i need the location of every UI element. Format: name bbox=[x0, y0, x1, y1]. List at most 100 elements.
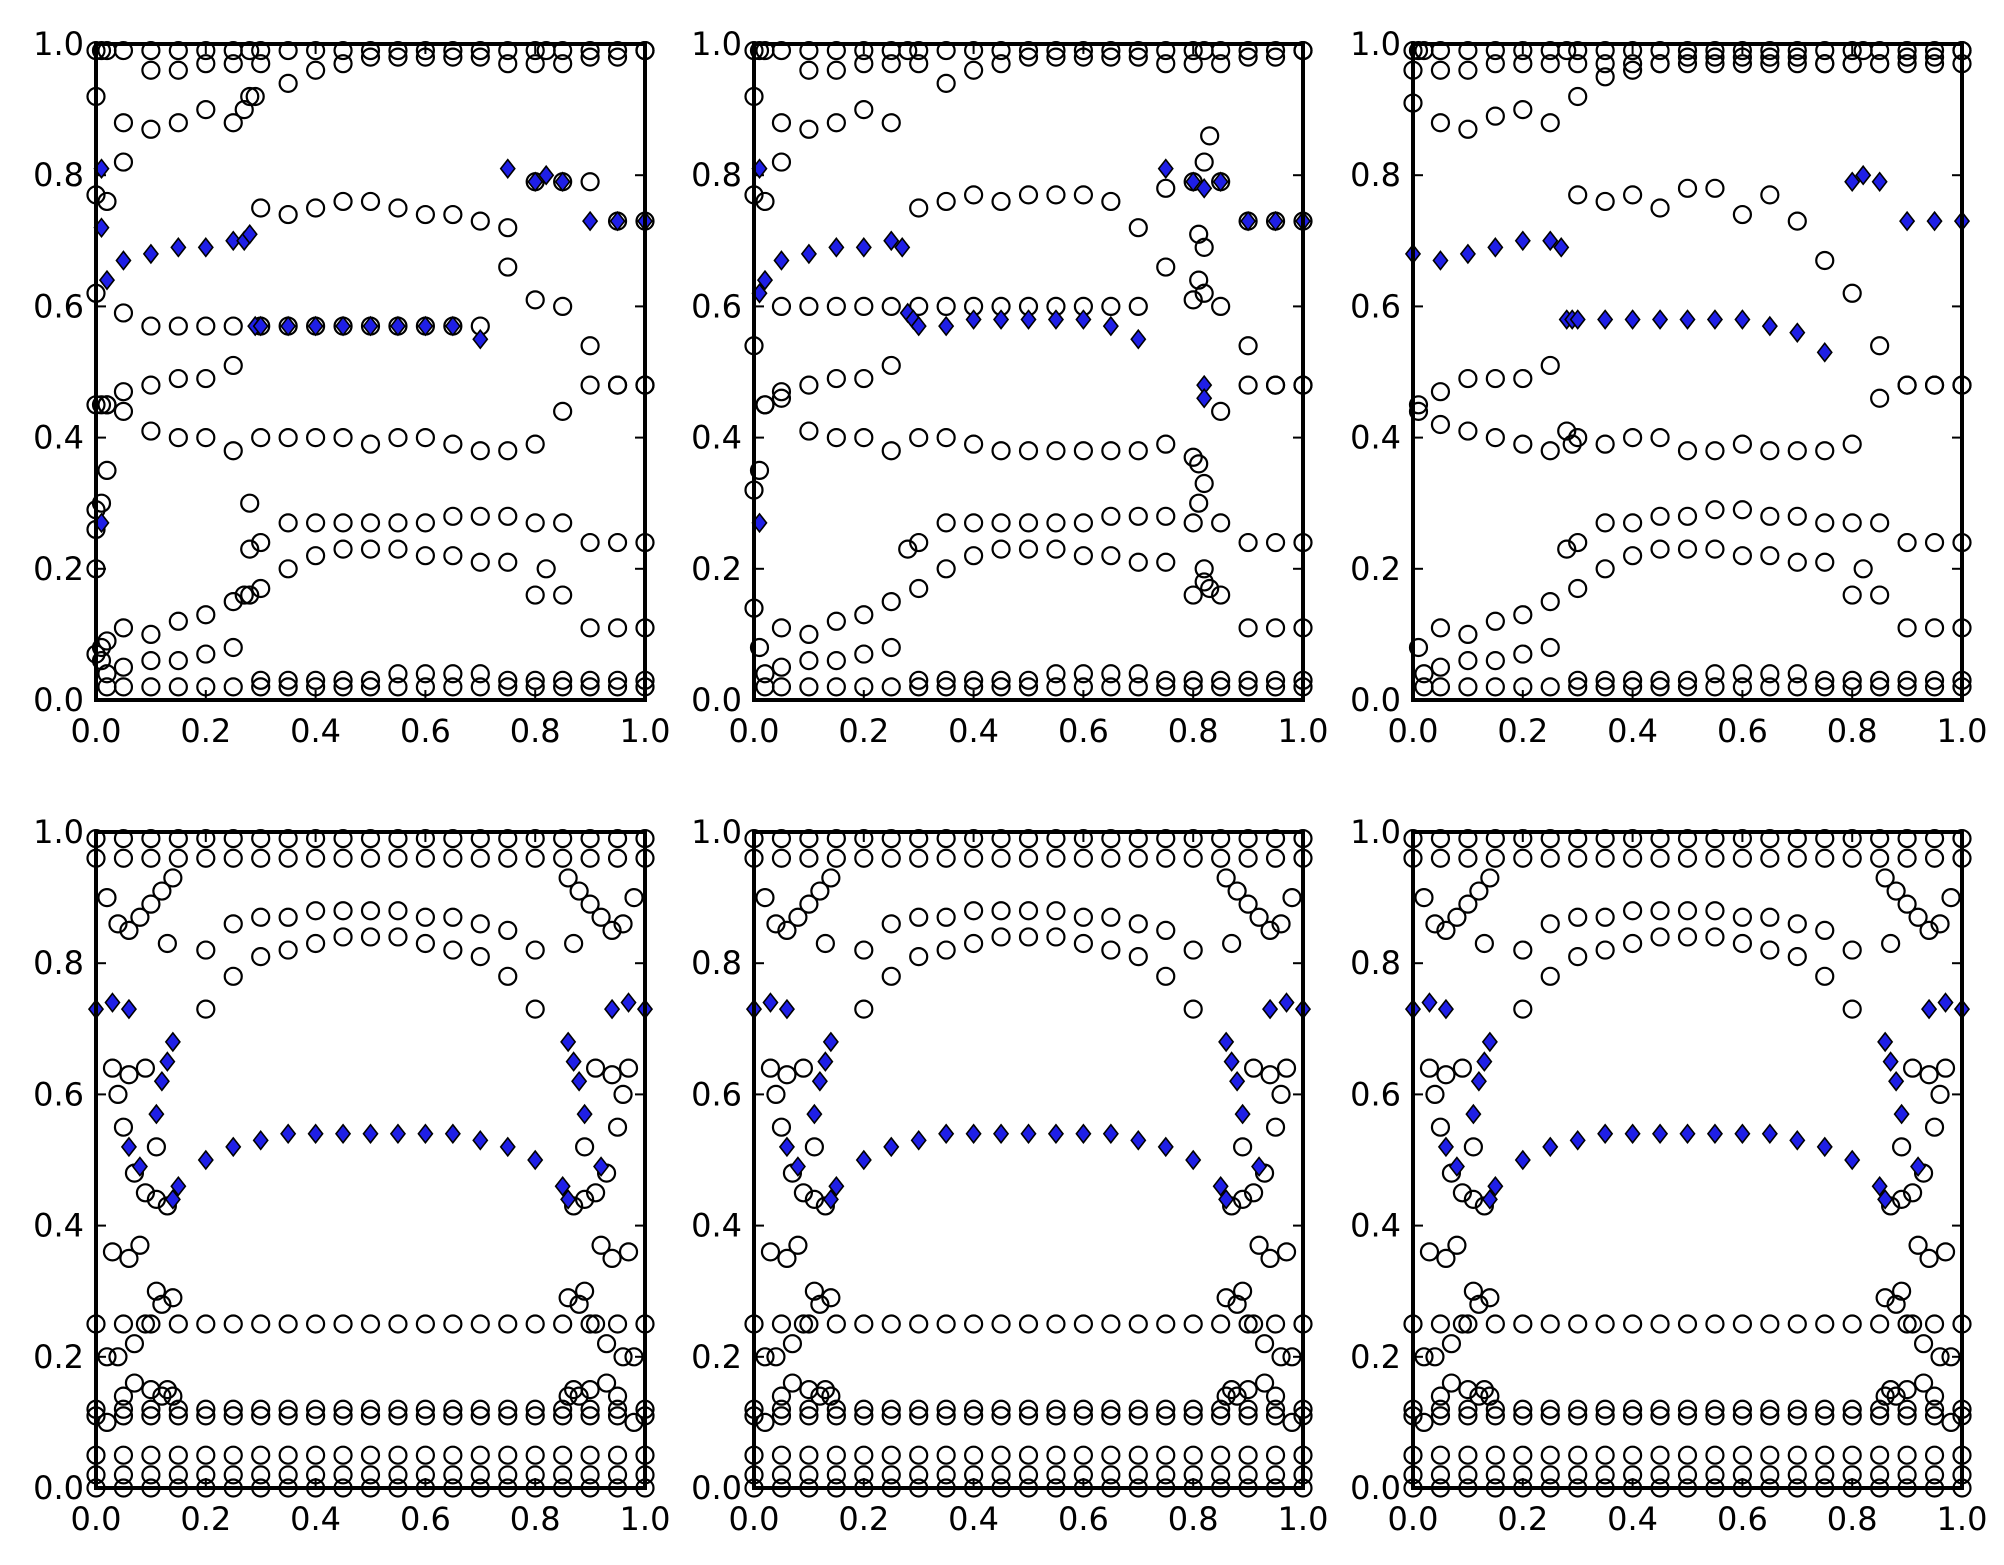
circle-point bbox=[196, 677, 216, 697]
circle-point bbox=[1881, 933, 1901, 954]
circle-point bbox=[1469, 1386, 1489, 1406]
circle-point bbox=[585, 1314, 606, 1334]
circle-point bbox=[1622, 513, 1643, 533]
circle-point bbox=[777, 920, 797, 941]
diamond-point bbox=[1075, 1123, 1092, 1145]
circle-point bbox=[1787, 1445, 1807, 1465]
diamond-point bbox=[883, 1136, 900, 1158]
circle-point bbox=[163, 1386, 183, 1406]
circle-point bbox=[1485, 106, 1505, 126]
diamond-point bbox=[910, 315, 927, 337]
circle-point bbox=[415, 1465, 435, 1485]
circle-point bbox=[141, 894, 161, 914]
circle-point bbox=[596, 1334, 617, 1354]
y-tick-label: 0.2 bbox=[33, 550, 84, 588]
diamond-point bbox=[565, 1051, 582, 1072]
circle-point bbox=[580, 1465, 600, 1485]
circle-point bbox=[223, 848, 243, 868]
diamond-point bbox=[560, 1031, 577, 1053]
circle-point bbox=[443, 1465, 463, 1485]
circle-point bbox=[1474, 933, 1494, 954]
circle-point bbox=[1018, 1465, 1039, 1485]
circle-point bbox=[881, 966, 901, 986]
diamond-point bbox=[1185, 1149, 1202, 1171]
circle-point bbox=[1238, 1406, 1258, 1426]
circle-point bbox=[1815, 54, 1835, 74]
circle-point bbox=[113, 1314, 134, 1334]
circle-point bbox=[498, 848, 518, 868]
circle-point bbox=[898, 539, 918, 559]
circle-point bbox=[1513, 1465, 1533, 1485]
diamond-point bbox=[1652, 1123, 1669, 1145]
circle-point bbox=[498, 506, 518, 526]
chart-panel-5: 0.0 0.2 0.4 0.6 0.8 1.0 0.0 0.2 0.4 0.6 0.8 1.0 bbox=[691, 813, 1328, 1538]
diamond-point bbox=[472, 328, 489, 350]
y-tick-label: 1.0 bbox=[33, 813, 84, 851]
x-tick-label: 0.2 bbox=[1497, 1500, 1548, 1538]
circle-point bbox=[1189, 454, 1209, 474]
circle-point bbox=[360, 670, 381, 690]
circle-point bbox=[607, 47, 628, 67]
circle-point bbox=[470, 1445, 490, 1465]
circle-point bbox=[1430, 677, 1451, 697]
circle-point bbox=[1189, 270, 1209, 290]
circle-point bbox=[909, 1399, 929, 1419]
circle-point bbox=[1513, 434, 1533, 454]
circle-point bbox=[498, 1445, 518, 1465]
circle-point bbox=[854, 677, 874, 697]
diamond-point bbox=[1229, 1070, 1246, 1092]
circle-point bbox=[360, 848, 381, 868]
circle-point bbox=[580, 172, 600, 192]
circle-point bbox=[766, 1084, 786, 1105]
circle-point bbox=[1408, 637, 1429, 658]
circle-point bbox=[1447, 907, 1467, 927]
circle-point bbox=[1930, 1347, 1950, 1367]
circle-point bbox=[1101, 1406, 1121, 1426]
circle-point bbox=[333, 539, 353, 559]
circle-point bbox=[591, 907, 611, 927]
circle-point bbox=[1233, 1137, 1253, 1157]
circle-point bbox=[607, 1117, 628, 1137]
circle-point bbox=[251, 677, 271, 697]
circle-point bbox=[1265, 848, 1286, 868]
circle-point bbox=[553, 54, 573, 74]
circle-point bbox=[251, 670, 271, 690]
circle-point bbox=[1282, 1412, 1302, 1433]
y-tick-label: 0.4 bbox=[691, 419, 742, 457]
circle-point bbox=[97, 191, 117, 212]
circle-point bbox=[415, 1406, 435, 1426]
circle-point bbox=[1595, 677, 1615, 697]
circle-point bbox=[1650, 901, 1670, 921]
diamond-point bbox=[1432, 250, 1449, 271]
x-tick-label: 0.6 bbox=[1058, 712, 1109, 750]
circle-point bbox=[1557, 421, 1577, 441]
diamond-point bbox=[1020, 1123, 1037, 1145]
circle-point bbox=[108, 1347, 128, 1367]
circle-point bbox=[771, 1406, 792, 1426]
circle-point bbox=[1732, 1399, 1753, 1419]
diamond-point bbox=[883, 230, 900, 252]
circle-point bbox=[196, 644, 216, 664]
circle-point bbox=[1249, 1235, 1269, 1255]
circle-point bbox=[1935, 1242, 1956, 1262]
circle-point bbox=[1732, 1445, 1753, 1465]
circle-point bbox=[963, 546, 984, 566]
circle-point bbox=[755, 887, 775, 908]
circle-point bbox=[525, 677, 545, 697]
circle-point bbox=[1469, 1294, 1489, 1314]
circle-point bbox=[360, 1399, 381, 1419]
circle-point bbox=[470, 47, 490, 67]
y-tick-label: 0.0 bbox=[1350, 1469, 1401, 1507]
circle-point bbox=[991, 927, 1011, 947]
diamond-point bbox=[225, 230, 242, 252]
circle-point bbox=[1760, 1399, 1780, 1419]
circle-point bbox=[415, 513, 435, 533]
circle-point bbox=[1815, 1314, 1835, 1334]
circle-point bbox=[498, 1399, 518, 1419]
circle-point bbox=[580, 618, 600, 638]
circle-point bbox=[1677, 1465, 1698, 1485]
circle-point bbox=[1924, 848, 1945, 868]
circle-point bbox=[306, 670, 326, 690]
circle-point bbox=[1046, 1445, 1066, 1465]
circle-point bbox=[1265, 1445, 1286, 1465]
